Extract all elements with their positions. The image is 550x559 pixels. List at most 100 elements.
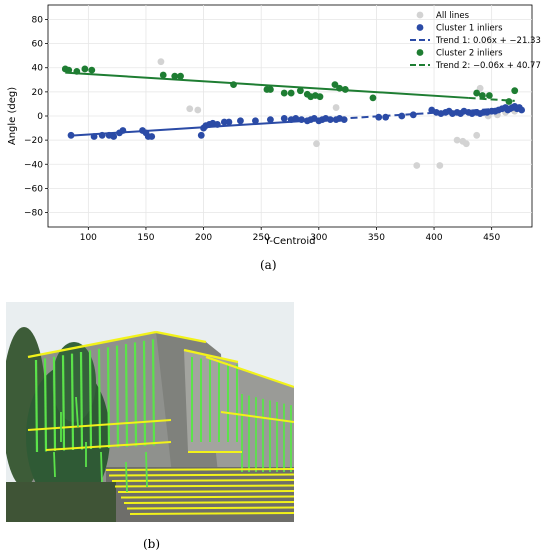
vertical-segment <box>115 345 120 448</box>
horizontal-segment <box>45 441 172 451</box>
vertical-segment <box>88 350 93 450</box>
point-cluster-2 <box>88 66 96 74</box>
grid-lines <box>48 5 532 227</box>
detected-line-segments <box>27 330 294 515</box>
bushes <box>6 482 116 522</box>
vertical-segment <box>124 343 129 448</box>
y-tick-label: −60 <box>24 184 43 194</box>
legend-label: Cluster 1 inliers <box>436 24 503 34</box>
chart-legend: All lines Cluster 1 inliers Trend 1: 0.06x… <box>410 11 541 71</box>
horizontal-segment <box>27 330 157 359</box>
point-cluster-2 <box>331 81 339 89</box>
point-cluster-1 <box>375 113 383 121</box>
vertical-segment <box>43 358 48 452</box>
x-tick-label: 250 <box>253 233 270 243</box>
point-cluster-2 <box>479 92 486 99</box>
horizontal-segment <box>220 411 294 423</box>
stair-segment <box>111 479 294 482</box>
x-tick-label: 300 <box>310 233 327 243</box>
y-tick-label: 20 <box>32 88 44 98</box>
point-cluster-1 <box>409 111 417 119</box>
horizontal-segment <box>183 348 239 364</box>
legend-label: Trend 1: 0.06x + −21.33 <box>435 36 541 46</box>
point-cluster-1 <box>252 117 259 125</box>
y-axis-ticks: −80 −60 −40 −20 0 20 40 60 80 <box>24 15 48 219</box>
point-all-lines <box>436 162 444 169</box>
vertical-segment <box>34 359 39 453</box>
point-cluster-2 <box>230 81 237 89</box>
vertical-segment <box>79 351 84 450</box>
point-cluster-2 <box>341 86 349 93</box>
vertical-segment <box>133 342 138 447</box>
point-cluster-1 <box>298 116 305 124</box>
legend-label: Cluster 2 inliers <box>436 49 503 59</box>
y-axis-label: Angle (deg) <box>7 87 18 145</box>
x-tick-label: 400 <box>425 233 442 243</box>
point-cluster-1 <box>197 131 205 139</box>
vertical-segment <box>61 355 66 451</box>
point-cluster-2 <box>177 72 184 80</box>
point-cluster-2 <box>511 87 519 95</box>
vertical-segment <box>125 461 128 493</box>
stair-segment <box>120 495 294 499</box>
point-cluster-1 <box>119 127 127 134</box>
point-all-lines <box>194 106 202 114</box>
horizontal-segment <box>155 330 207 344</box>
stair-segment <box>114 484 294 488</box>
vertical-segment <box>70 353 75 451</box>
y-tick-label: 40 <box>32 64 44 74</box>
point-cluster-1 <box>237 117 244 125</box>
point-all-lines <box>157 58 165 66</box>
vertical-segment <box>151 339 156 446</box>
y-tick-label: −80 <box>24 209 43 219</box>
angle-scatter-chart: 100 150 200 250 300 350 400 450 −80 −60 −40 −20 0 20… <box>7 4 541 247</box>
point-cluster-2 <box>473 89 481 97</box>
point-cluster-1 <box>326 116 334 124</box>
vertical-segment <box>97 348 102 449</box>
point-cluster-1 <box>110 133 118 140</box>
point-all-lines <box>332 104 340 111</box>
point-cluster-2 <box>73 67 81 75</box>
point-cluster-2 <box>369 94 377 102</box>
x-tick-label: 200 <box>195 233 212 243</box>
legend-marker <box>416 11 424 19</box>
vertical-segment <box>100 451 103 483</box>
point-cluster-1 <box>280 115 288 122</box>
point-cluster-2 <box>296 87 304 95</box>
y-tick-label: −40 <box>24 160 43 170</box>
caption-b: (b) <box>143 537 161 551</box>
trend-2-solid <box>65 71 469 99</box>
point-cluster-2 <box>81 65 89 73</box>
point-cluster-1 <box>267 116 274 124</box>
point-cluster-2 <box>280 89 288 97</box>
x-tick-label: 450 <box>483 233 500 243</box>
point-cluster-1 <box>90 133 98 140</box>
x-tick-label: 350 <box>368 233 385 243</box>
point-cluster-2 <box>485 92 493 99</box>
point-all-lines <box>476 84 484 92</box>
point-cluster-2 <box>65 66 73 74</box>
point-cluster-1 <box>382 113 390 121</box>
vertical-segment <box>106 347 111 449</box>
horizontal-segment <box>205 355 294 389</box>
vertical-segment <box>145 451 148 488</box>
point-cluster-1 <box>67 131 75 139</box>
point-cluster-1 <box>148 133 156 140</box>
point-cluster-1 <box>340 116 348 124</box>
caption-a: (a) <box>260 258 277 272</box>
point-cluster-1 <box>518 106 526 114</box>
point-cluster-2 <box>159 71 167 79</box>
point-cluster-1 <box>292 115 300 122</box>
point-cluster-2 <box>336 84 343 92</box>
legend-label: Trend 2: −0.06x + 40.77 <box>435 61 541 71</box>
vertical-segment <box>53 451 56 478</box>
point-cluster-2 <box>171 72 179 80</box>
x-tick-label: 150 <box>137 233 154 243</box>
x-axis-label: Y-Centroid <box>263 236 315 247</box>
stair-segment <box>117 490 294 493</box>
point-all-lines <box>453 136 461 144</box>
point-cluster-1 <box>214 121 221 128</box>
point-cluster-2 <box>267 86 274 93</box>
horizontal-segment <box>27 419 172 431</box>
y-tick-label: 80 <box>32 15 44 25</box>
